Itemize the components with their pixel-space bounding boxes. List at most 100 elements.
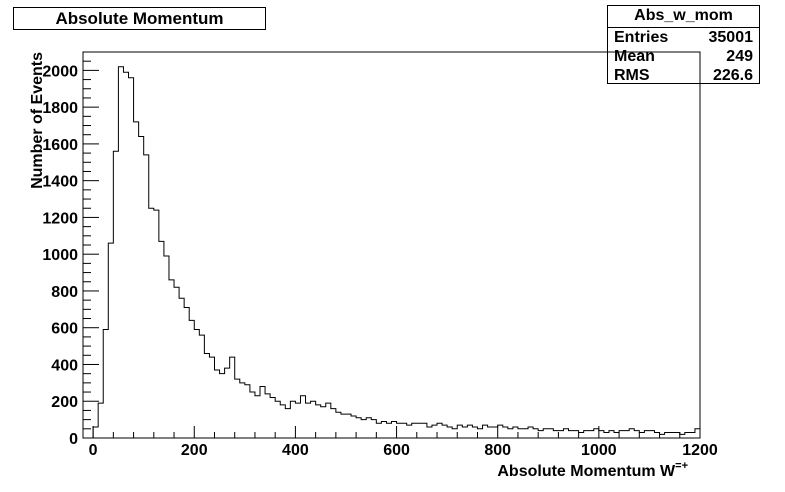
histogram-bin: [680, 434, 685, 438]
histogram-bin: [518, 429, 523, 438]
histogram-bin: [204, 353, 209, 438]
histogram-bin: [144, 155, 149, 438]
histogram-bin: [149, 208, 154, 438]
stats-row-rms: RMS 226.6: [608, 66, 759, 85]
y-axis: 0 200 400 600 800 1000 1200 1400 1600 1800 2000: [42, 51, 99, 448]
x-axis: 0 200 400 600 800 1000 1200: [89, 426, 718, 459]
histogram-bin: [209, 357, 214, 438]
histogram-bin: [169, 280, 174, 438]
histogram-bin: [442, 425, 447, 438]
histogram-bin: [649, 431, 654, 438]
histogram-bin: [675, 432, 680, 438]
histogram-bin: [604, 432, 609, 438]
x-tick-label: 400: [282, 442, 309, 459]
y-tick-label: 600: [51, 321, 78, 338]
histogram-bin: [477, 429, 482, 438]
histogram-bin: [371, 420, 376, 438]
histogram-bin: [275, 401, 280, 438]
histogram-bin: [584, 431, 589, 438]
y-tick-label: 0: [69, 431, 78, 448]
y-tick-label: 400: [51, 357, 78, 374]
histogram-bin: [123, 72, 128, 438]
histogram-bin: [427, 427, 432, 438]
x-tick-label: 800: [484, 442, 511, 459]
histogram-bin: [199, 335, 204, 438]
histogram-bin: [129, 78, 134, 438]
histogram-bin: [103, 330, 108, 438]
histogram-bin: [184, 307, 189, 438]
y-axis-label: Number of Events: [29, 52, 46, 189]
histogram-bin: [326, 403, 331, 438]
histogram-bin: [624, 431, 629, 438]
histogram-bin: [341, 414, 346, 438]
histogram-bin: [553, 431, 558, 438]
histogram-bin: [422, 423, 427, 438]
stats-box: Abs_w_mom Entries 35001 Mean 249 RMS 226…: [607, 5, 760, 84]
histogram-bin: [295, 403, 300, 438]
histogram-bin: [685, 432, 690, 438]
histogram-bin: [98, 403, 103, 438]
histogram-bin: [139, 137, 144, 438]
histogram-bin: [381, 421, 386, 438]
histogram-bin: [574, 431, 579, 438]
histogram-bin: [538, 431, 543, 438]
histogram-bin: [331, 409, 336, 438]
y-tick-label: 2000: [42, 63, 78, 80]
histogram-bin: [569, 431, 574, 438]
histogram-bin: [513, 427, 518, 438]
histogram-bin: [563, 429, 568, 438]
y-tick-label: 1200: [42, 210, 78, 227]
histogram-bin: [452, 429, 457, 438]
histogram-bin: [665, 432, 670, 438]
histogram-bin: [695, 429, 700, 438]
y-tick-label: 1000: [42, 247, 78, 264]
y-tick-label: 200: [51, 394, 78, 411]
stats-label: Entries: [614, 29, 669, 46]
histogram-bin: [508, 429, 513, 438]
histogram-bin: [407, 425, 412, 438]
histogram-bin: [240, 383, 245, 438]
histogram-bin: [260, 387, 265, 438]
histogram-bin: [493, 427, 498, 438]
histogram-bin: [270, 398, 275, 438]
histogram-bin: [361, 420, 366, 438]
histogram-bin: [654, 432, 659, 438]
histogram-bin: [316, 405, 321, 438]
stats-row-entries: Entries 35001: [608, 28, 759, 47]
histogram-bin: [235, 379, 240, 438]
histogram-bin: [402, 423, 407, 438]
histogram-bin: [397, 423, 402, 438]
histogram-bin: [356, 418, 361, 438]
histogram-bin: [447, 427, 452, 438]
x-axis-label: Absolute Momentum W=+: [497, 460, 688, 480]
histogram-bin: [483, 425, 488, 438]
histogram-bin: [351, 416, 356, 438]
y-tick-label: 1400: [42, 174, 78, 191]
histogram-bin: [306, 403, 311, 438]
histogram-bin: [321, 407, 326, 438]
x-axis-label-text: Absolute Momentum W: [497, 463, 676, 480]
stats-value: 35001: [708, 29, 754, 46]
histogram-bin: [558, 431, 563, 438]
histogram-bin: [543, 429, 548, 438]
histogram-bin: [255, 396, 260, 438]
chart-title: Absolute Momentum: [13, 7, 266, 30]
y-tick-label: 1600: [42, 137, 78, 154]
histogram-bin: [644, 431, 649, 438]
stats-label: RMS: [614, 67, 650, 84]
histogram-bin: [437, 423, 442, 438]
histogram-bin: [154, 210, 159, 438]
histogram-bin: [548, 429, 553, 438]
x-tick-label: 0: [89, 442, 98, 459]
histogram-bin: [376, 423, 381, 438]
histogram-bin: [462, 427, 467, 438]
histogram-bin: [164, 256, 169, 438]
histogram-bin: [412, 423, 417, 438]
histogram-bin: [533, 429, 538, 438]
histogram-bin: [189, 320, 194, 438]
histogram-bin: [230, 357, 235, 438]
histogram-outline: [92, 66, 700, 438]
histogram-bin: [594, 429, 599, 438]
histogram-bin: [457, 425, 462, 438]
